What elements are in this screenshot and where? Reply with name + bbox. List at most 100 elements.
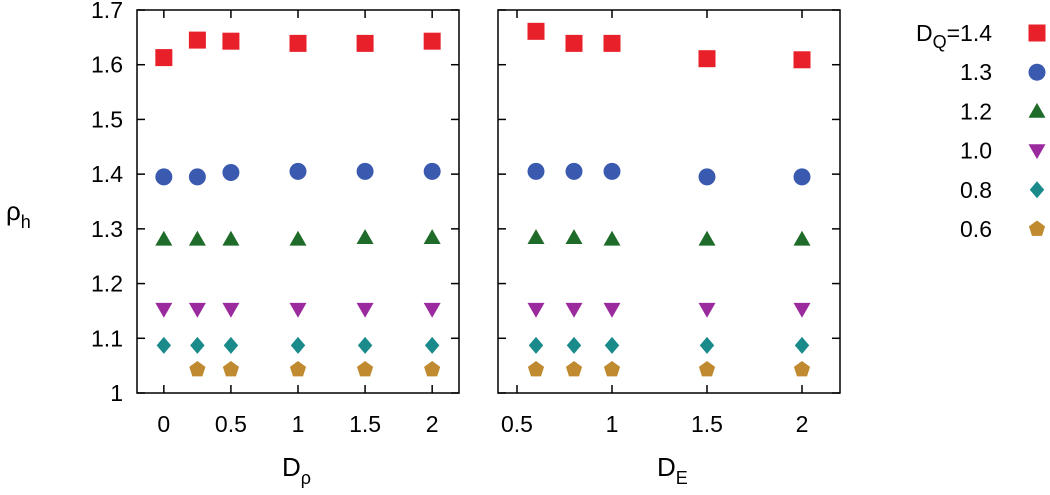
legend-label: 0.8 <box>960 177 992 203</box>
y-ticks: 1 1.1 1.2 1.3 1.4 1.5 1.6 1.7 <box>91 0 840 406</box>
point-circle <box>356 162 374 180</box>
point-triangle-down <box>793 302 811 318</box>
point-triangle-up <box>155 230 173 246</box>
x-ticks-left: 0 0.5 1 1.5 2 <box>157 10 439 437</box>
y-tick-label: 1.4 <box>91 161 123 187</box>
point-square <box>423 32 441 50</box>
point-pentagon <box>565 360 583 377</box>
point-triangle-up <box>356 229 374 244</box>
point-triangle-up <box>603 230 621 246</box>
y-tick-label: 1.6 <box>91 52 123 78</box>
y-axis-label: ρh <box>6 196 31 232</box>
point-pentagon <box>603 360 621 377</box>
panel-left: 1 1.1 1.2 1.3 1.4 1.5 1.6 1.7 0 0.5 1 1.5 2 Dρ <box>91 0 840 488</box>
point-circle <box>188 168 206 186</box>
x-axis-label-right-sub: E <box>676 468 688 488</box>
x-tick-label: 0.5 <box>501 411 533 437</box>
x-tick-label: 0.5 <box>215 411 247 437</box>
legend-marker-triangle-down <box>1028 144 1046 160</box>
point-triangle-down <box>527 302 545 318</box>
point-diamond <box>528 336 544 354</box>
plot-frame-right <box>497 9 841 394</box>
point-triangle-up <box>698 230 716 246</box>
y-tick-label: 1.7 <box>91 0 123 23</box>
x-axis-label-left: Dρ <box>282 452 311 488</box>
legend-marker-diamond <box>1029 181 1045 199</box>
x-tick-label: 1.5 <box>349 411 381 437</box>
point-square <box>289 34 307 52</box>
point-diamond <box>794 336 810 354</box>
y-tick-label: 1 <box>110 380 123 406</box>
legend-label: 1.2 <box>960 98 992 124</box>
x-axis-label-left-sub: ρ <box>301 468 311 488</box>
point-circle <box>527 162 545 180</box>
plot-frame-left <box>136 9 460 394</box>
point-triangle-up <box>793 230 811 246</box>
y-tick-label: 1.5 <box>91 106 123 132</box>
x-tick-label: 2 <box>426 411 439 437</box>
point-triangle-down <box>289 302 307 318</box>
point-triangle-down <box>155 302 173 318</box>
x-tick-label: 1 <box>606 411 619 437</box>
point-pentagon <box>357 360 374 377</box>
point-circle <box>289 162 307 180</box>
x-axis-label-right: DE <box>657 452 688 488</box>
point-diamond <box>424 336 440 354</box>
point-circle <box>565 162 583 180</box>
legend-marker-circle <box>1028 63 1046 81</box>
legend-label: DQ=1.4 <box>916 20 992 52</box>
point-square <box>188 31 206 49</box>
point-pentagon <box>189 360 206 377</box>
legend-marker-square <box>1028 24 1046 42</box>
point-circle <box>155 168 173 186</box>
point-square <box>793 51 811 69</box>
point-triangle-down <box>222 302 240 318</box>
panel-right: 0.5 1 1.5 2 DE <box>497 9 841 488</box>
point-square <box>356 34 374 52</box>
point-diamond <box>604 336 620 354</box>
point-circle <box>603 162 621 180</box>
point-pentagon <box>527 360 545 377</box>
point-triangle-down <box>565 302 583 318</box>
point-square <box>222 32 240 50</box>
point-pentagon <box>698 360 716 377</box>
point-pentagon <box>289 360 307 377</box>
point-circle <box>793 168 811 186</box>
legend-label: 1.0 <box>960 138 992 164</box>
legend-marker-triangle-up <box>1028 102 1046 118</box>
point-square <box>603 34 621 52</box>
marks-left <box>155 31 441 377</box>
y-tick-label: 1.1 <box>91 325 123 351</box>
point-circle <box>423 162 441 180</box>
legend-label: 0.6 <box>960 216 992 242</box>
marks-right <box>527 22 811 377</box>
legend-label: 1.3 <box>960 59 992 85</box>
point-triangle-down <box>356 302 374 318</box>
y-axis-label-sub: h <box>21 212 31 232</box>
x-tick-label: 2 <box>796 411 809 437</box>
y-tick-label: 1.2 <box>91 271 123 297</box>
point-diamond <box>699 336 715 354</box>
point-diamond <box>223 336 239 354</box>
point-circle <box>698 168 716 186</box>
x-axis-label-right-main: D <box>657 452 676 482</box>
point-triangle-up <box>527 229 545 244</box>
point-triangle-down <box>188 302 206 318</box>
point-pentagon <box>793 360 811 377</box>
point-square <box>527 22 545 40</box>
point-diamond <box>566 336 582 354</box>
y-axis-label-main: ρ <box>6 196 21 226</box>
point-pentagon <box>424 360 441 377</box>
point-triangle-up <box>188 230 206 246</box>
point-triangle-up <box>565 229 583 244</box>
point-circle <box>222 164 240 182</box>
point-pentagon <box>222 360 239 377</box>
legend: DQ=1.4 1.3 1.2 1.0 0.8 0.6 <box>916 20 1046 242</box>
x-tick-label: 1 <box>292 411 305 437</box>
point-triangle-up <box>423 229 441 244</box>
point-square <box>565 34 583 52</box>
point-triangle-down <box>603 302 621 318</box>
point-diamond <box>290 336 306 354</box>
point-diamond <box>190 336 205 354</box>
